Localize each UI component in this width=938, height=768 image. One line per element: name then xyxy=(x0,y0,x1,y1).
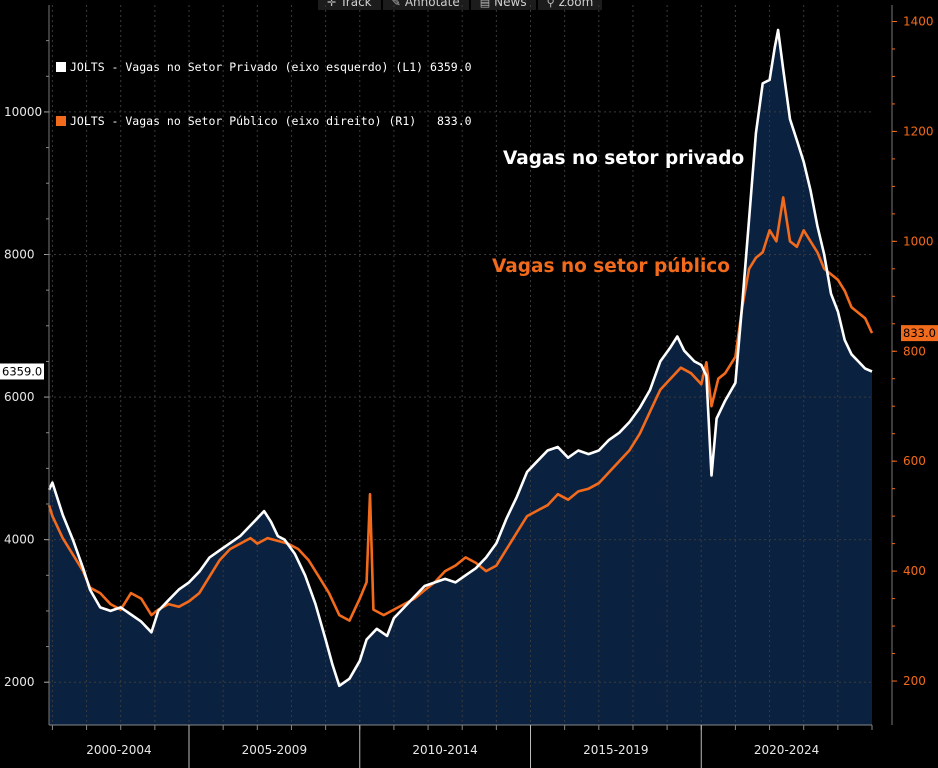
right-axis-tick-label: 200 xyxy=(903,674,926,688)
zoom-button[interactable]: ⚲ Zoom xyxy=(537,0,603,10)
x-section-label: 2005-2009 xyxy=(242,743,307,757)
news-label: News xyxy=(494,0,527,9)
legend-item-private[interactable]: JOLTS - Vagas no Setor Privado (eixo esq… xyxy=(56,58,472,76)
annotation-public: Vagas no setor público xyxy=(492,256,730,277)
series-line-public xyxy=(47,196,874,622)
legend-label-private: JOLTS - Vagas no Setor Privado (eixo esq… xyxy=(70,60,472,74)
annotate-label: Annotate xyxy=(404,0,460,9)
left-axis-tick-label: 10000 xyxy=(4,105,42,119)
x-section-label: 2000-2004 xyxy=(86,743,151,757)
annotate-button[interactable]: ✎ Annotate xyxy=(382,0,469,10)
track-label: Track xyxy=(340,0,372,9)
left-axis-tick-label: 6000 xyxy=(4,390,35,404)
left-axis-tick-label: 8000 xyxy=(4,248,35,262)
chart-legend: JOLTS - Vagas no Setor Privado (eixo esq… xyxy=(56,22,472,148)
left-axis-tick-label: 2000 xyxy=(4,675,35,689)
last-value-label-right: 833.0 xyxy=(903,326,936,340)
right-axis-tick-label: 1000 xyxy=(903,234,934,248)
track-button[interactable]: ✛ Track xyxy=(318,0,381,10)
x-section-label: 2020-2024 xyxy=(754,743,819,757)
pencil-icon: ✎ xyxy=(391,0,401,9)
zoom-label: Zoom xyxy=(558,0,594,9)
last-value-tag-left xyxy=(0,363,44,380)
last-value-tag-right xyxy=(901,325,938,342)
private-area-fill xyxy=(49,30,872,725)
x-section-label: 2015-2019 xyxy=(583,743,648,757)
news-icon: ▤ xyxy=(479,0,491,9)
x-section-label: 2010-2014 xyxy=(412,743,477,757)
news-button[interactable]: ▤ News xyxy=(470,0,536,10)
legend-swatch-public xyxy=(56,116,66,126)
legend-swatch-private xyxy=(56,62,66,72)
left-axis-tick-label: 4000 xyxy=(4,533,35,547)
right-axis-tick-label: 600 xyxy=(903,454,926,468)
right-axis-tick-label: 800 xyxy=(903,344,926,358)
annotation-private: Vagas no setor privado xyxy=(503,148,745,169)
legend-label-public: JOLTS - Vagas no Setor Público (eixo dir… xyxy=(70,114,472,128)
right-axis-tick-label: 1400 xyxy=(903,14,934,28)
legend-item-public[interactable]: JOLTS - Vagas no Setor Público (eixo dir… xyxy=(56,112,472,130)
last-value-label-left: 6359.0 xyxy=(2,364,42,378)
right-axis-tick-label: 400 xyxy=(903,564,926,578)
crosshair-icon: ✛ xyxy=(327,0,337,9)
right-axis-tick-label: 1200 xyxy=(903,124,934,138)
magnifier-icon: ⚲ xyxy=(546,0,555,9)
chart-toolbar: ✛ Track ✎ Annotate ▤ News ⚲ Zoom xyxy=(318,0,603,10)
series-line-private xyxy=(47,28,873,688)
